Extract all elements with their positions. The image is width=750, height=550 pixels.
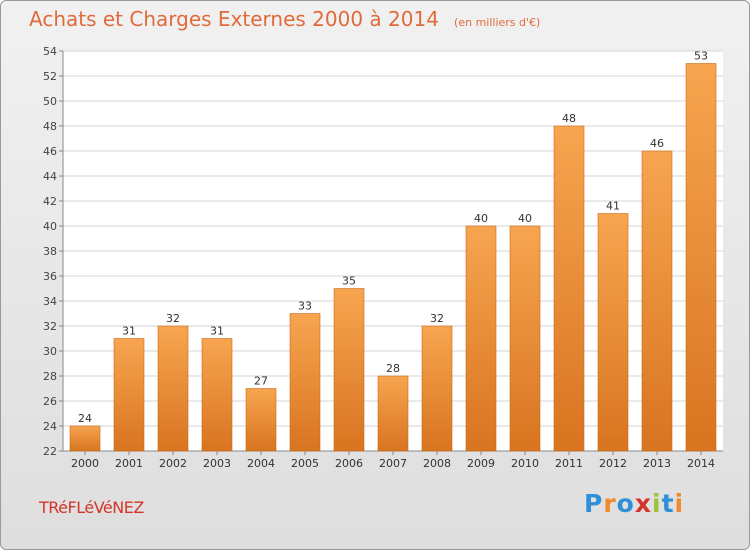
bar	[553, 125, 585, 452]
y-tick-label: 22	[43, 445, 57, 458]
logo-letter: P	[584, 489, 604, 518]
bar-value-label: 46	[650, 137, 664, 150]
logo-letter: r	[603, 489, 617, 518]
y-tick-label: 26	[43, 395, 57, 408]
x-tick-label: 2009	[467, 457, 495, 470]
town-label: TRéFLéVéNEZ	[39, 498, 144, 517]
logo-letter: i	[674, 489, 685, 518]
x-tick-label: 2004	[247, 457, 275, 470]
x-tick-label: 2013	[643, 457, 671, 470]
logo-letter: t	[661, 489, 675, 518]
y-tick-label: 32	[43, 320, 57, 333]
bar-value-label: 41	[606, 200, 620, 213]
bar	[685, 63, 717, 452]
bar	[289, 313, 321, 452]
bar-value-label: 53	[694, 50, 708, 63]
bar-value-label: 32	[166, 312, 180, 325]
bar	[157, 325, 189, 452]
y-tick-label: 28	[43, 370, 57, 383]
bar	[333, 288, 365, 452]
y-tick-label: 54	[43, 45, 57, 58]
chart-subtitle: (en milliers d'€)	[454, 16, 541, 29]
y-tick-label: 38	[43, 245, 57, 258]
logo-letter: i	[652, 489, 662, 518]
x-tick-label: 2003	[203, 457, 231, 470]
bar-value-label: 31	[122, 325, 136, 338]
x-tick-label: 2011	[555, 457, 583, 470]
bar-value-label: 40	[474, 212, 488, 225]
y-tick-label: 40	[43, 220, 57, 233]
y-tick-label: 36	[43, 270, 57, 283]
y-tick-label: 24	[43, 420, 57, 433]
x-tick-label: 2000	[71, 457, 99, 470]
bar	[509, 225, 541, 452]
bar	[421, 325, 453, 452]
logo-letter: o	[616, 489, 635, 518]
proxiti-logo: Proxiti	[584, 489, 684, 518]
x-tick-label: 2012	[599, 457, 627, 470]
x-tick-label: 2007	[379, 457, 407, 470]
y-tick-label: 46	[43, 145, 57, 158]
y-tick-label: 30	[43, 345, 57, 358]
chart-title: Achats et Charges Externes 2000 à 2014	[29, 7, 439, 31]
x-tick-label: 2005	[291, 457, 319, 470]
y-tick-label: 42	[43, 195, 57, 208]
bar-value-label: 33	[298, 300, 312, 313]
bar-value-label: 28	[386, 362, 400, 375]
bar-value-label: 31	[210, 325, 224, 338]
bar	[641, 150, 673, 452]
bar-value-label: 32	[430, 312, 444, 325]
bar	[201, 338, 233, 452]
x-tick-label: 2006	[335, 457, 363, 470]
logo-letter: x	[634, 489, 652, 518]
x-tick-label: 2008	[423, 457, 451, 470]
bar-value-label: 27	[254, 375, 268, 388]
title-row: Achats et Charges Externes 2000 à 2014 (…	[29, 7, 540, 31]
y-tick-label: 48	[43, 120, 57, 133]
y-tick-label: 34	[43, 295, 57, 308]
x-tick-label: 2014	[687, 457, 715, 470]
bar	[465, 225, 497, 452]
bar	[597, 213, 629, 452]
y-tick-label: 50	[43, 95, 57, 108]
bar	[113, 338, 145, 452]
bar	[377, 375, 409, 452]
bar	[69, 425, 101, 452]
x-tick-label: 2002	[159, 457, 187, 470]
x-tick-label: 2010	[511, 457, 539, 470]
bar	[245, 388, 277, 452]
bar-value-label: 24	[78, 412, 92, 425]
y-tick-label: 44	[43, 170, 57, 183]
bar-value-label: 40	[518, 212, 532, 225]
y-tick-label: 52	[43, 70, 57, 83]
x-tick-label: 2001	[115, 457, 143, 470]
bar-value-label: 35	[342, 275, 356, 288]
bar-value-label: 48	[562, 112, 576, 125]
